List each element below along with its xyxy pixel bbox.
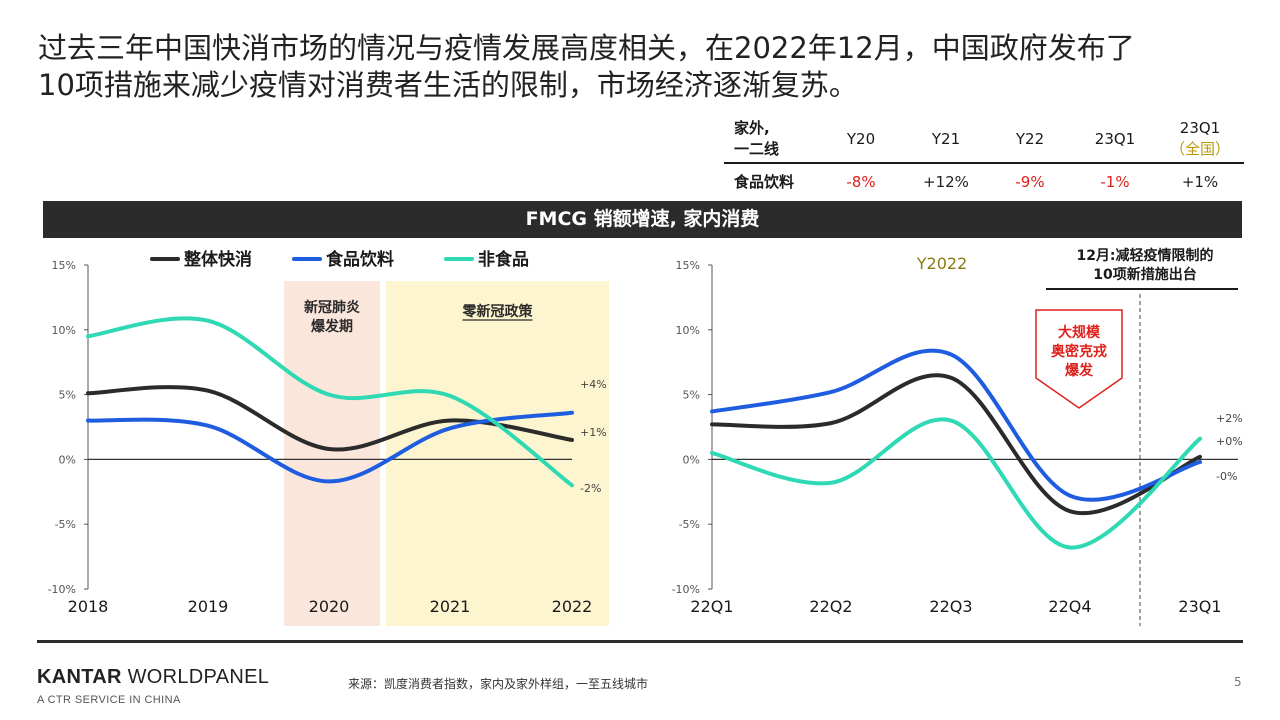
table-value-23q1: -1% [1100, 173, 1129, 191]
ooh-growth-table: 家外, 一二线 Y20 Y21 Y22 23Q1 23Q1 （全国） 食品饮料 … [724, 119, 1244, 191]
series-line-3 [710, 417, 1202, 550]
series-end-label: -2% [580, 482, 601, 495]
y-tick-label: -5% [55, 518, 76, 531]
x-tick-label: 22Q2 [809, 597, 852, 616]
shaded-period-2 [386, 281, 609, 626]
shaded-period-1 [284, 281, 380, 626]
omicron-callout-text: 大规模 [1058, 324, 1101, 341]
shaded-period-label: 零新冠政策 [462, 303, 534, 320]
page-title: 过去三年中国快消市场的情况与疫情发展高度相关，在2022年12月，中国政府发布了… [38, 30, 1248, 104]
shaded-period-label: 爆发期 [311, 318, 353, 335]
table-header-y20: Y20 [846, 130, 875, 148]
omicron-callout [1035, 309, 1123, 409]
table-header-label-2: 一二线 [734, 140, 779, 158]
table-value-y20: -8% [846, 173, 875, 191]
y-tick-label: 10% [52, 324, 76, 337]
legend-label-2: 食品饮料 [326, 249, 394, 270]
series-line-2 [710, 348, 1202, 502]
series-end-label: +1% [580, 426, 607, 439]
y-tick-label: 0% [683, 453, 700, 466]
table-value-23q1-national: +1% [1182, 173, 1218, 191]
brand-logo: KANTAR WORLDPANEL [37, 666, 270, 688]
x-tick-label: 2018 [68, 597, 109, 616]
table-value-y21: +12% [923, 173, 969, 191]
series-line-1 [86, 385, 574, 452]
title-line-1: 过去三年中国快消市场的情况与疫情发展高度相关，在2022年12月，中国政府发布了 [38, 31, 1135, 65]
x-tick-label: 2022 [552, 597, 593, 616]
y-tick-label: -10% [672, 583, 700, 596]
y-tick-label: 5% [59, 389, 76, 402]
footer-divider [37, 640, 1243, 643]
brand-tagline: A CTR SERVICE IN CHINA [37, 694, 181, 706]
x-tick-label: 22Q4 [1048, 597, 1091, 616]
omicron-callout-text: 奥密克戎 [1051, 343, 1107, 360]
y-tick-label: 15% [676, 259, 700, 272]
table-row-label: 食品饮料 [734, 173, 794, 191]
table-value-y22: -9% [1015, 173, 1044, 191]
page-number: 5 [1234, 675, 1242, 689]
legend-label-3: 非食品 [478, 249, 529, 270]
table-header-y22: Y22 [1015, 130, 1044, 148]
x-tick-label: 2021 [430, 597, 471, 616]
policy-annotation-line-1: 12月:减轻疫情限制的 [1076, 247, 1213, 264]
x-tick-label: 23Q1 [1178, 597, 1221, 616]
series-end-label: +4% [580, 378, 607, 391]
table-header-label-1: 家外, [734, 119, 770, 137]
x-tick-label: 22Q1 [690, 597, 733, 616]
series-end-label: -0% [1216, 470, 1237, 483]
table-header-23q1-national: 23Q1 [1180, 119, 1220, 137]
x-tick-label: 22Q3 [929, 597, 972, 616]
y-tick-label: 0% [59, 453, 76, 466]
table-header-y21: Y21 [931, 130, 960, 148]
series-line-1 [710, 373, 1202, 516]
y-tick-label: 10% [676, 324, 700, 337]
policy-annotation-line-2: 10项新措施出台 [1093, 266, 1196, 283]
series-end-label: +2% [1216, 412, 1243, 425]
table-header-national-note: （全国） [1170, 140, 1230, 158]
series-line-3 [86, 316, 574, 488]
chart-subtitle: Y2022 [916, 254, 968, 273]
y-tick-label: -10% [48, 583, 76, 596]
shaded-period-label: 新冠肺炎 [304, 299, 360, 316]
series-end-label: +0% [1216, 435, 1243, 448]
y-tick-label: 15% [52, 259, 76, 272]
omicron-callout-text: 爆发 [1065, 362, 1094, 379]
y-tick-label: 5% [683, 389, 700, 402]
x-tick-label: 2019 [188, 597, 229, 616]
x-tick-label: 2020 [309, 597, 350, 616]
section-banner: FMCG 销额增速, 家内消费 [43, 201, 1242, 238]
legend-label-1: 整体快消 [184, 249, 252, 270]
table-header-23q1: 23Q1 [1095, 130, 1135, 148]
source-note: 来源：凯度消费者指数，家内及家外样组，一至五线城市 [348, 677, 649, 691]
title-line-2: 10项措施来减少疫情对消费者生活的限制，市场经济逐渐复苏。 [38, 68, 858, 102]
y-tick-label: -5% [679, 518, 700, 531]
